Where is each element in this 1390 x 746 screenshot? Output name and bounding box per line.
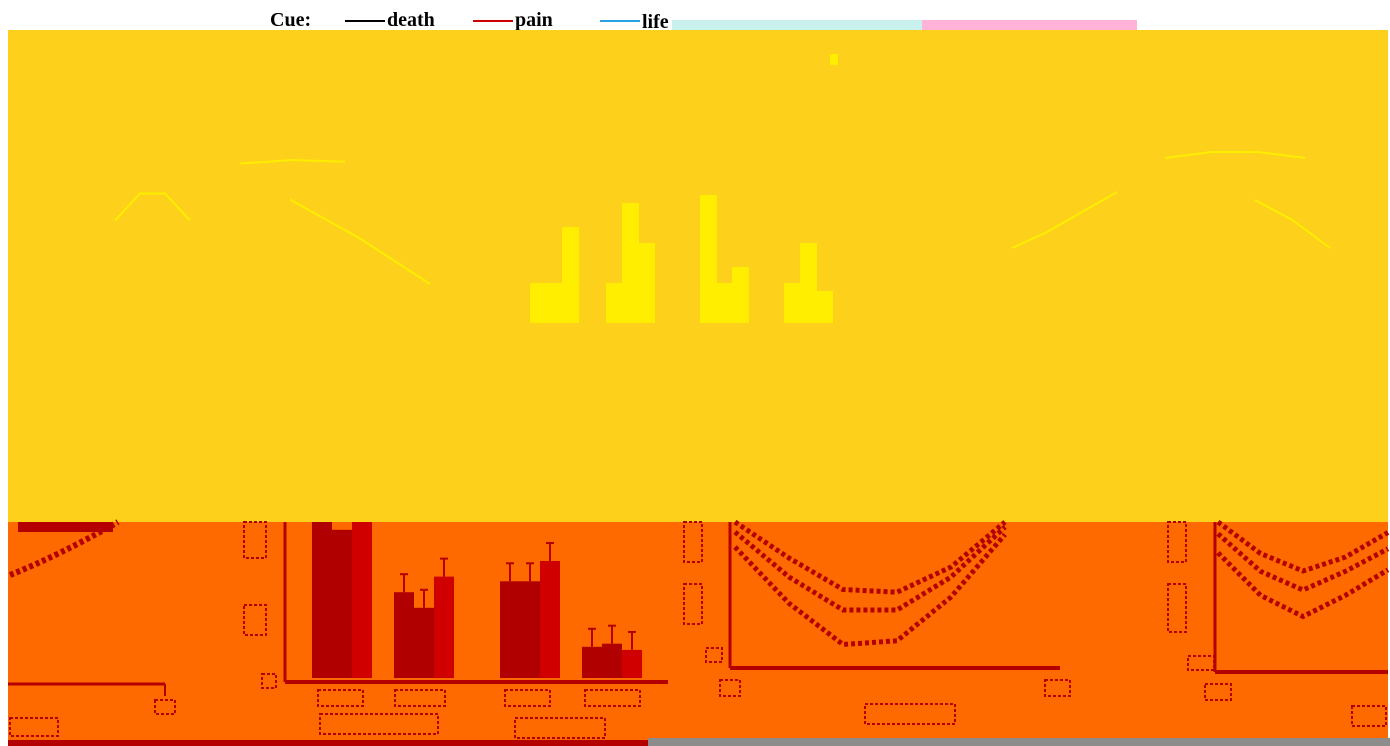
series-line bbox=[733, 532, 1007, 648]
upper-left-chart bbox=[114, 158, 431, 285]
bar bbox=[732, 267, 749, 323]
bar bbox=[394, 592, 414, 678]
lower-right-a-x-tick-label bbox=[1044, 679, 1071, 697]
bar bbox=[582, 646, 602, 678]
legend-label-life: life bbox=[642, 11, 669, 33]
legend-label-death: death bbox=[387, 9, 435, 31]
bar bbox=[562, 227, 579, 323]
lower-middle-x-tick-label bbox=[317, 689, 364, 707]
lower-panel-background bbox=[8, 522, 1388, 740]
lower-right-a-x-tick-label bbox=[719, 679, 741, 697]
lower-right-a-curves bbox=[733, 519, 1007, 648]
series-line bbox=[1254, 199, 1331, 249]
lower-middle-axis-title bbox=[514, 717, 606, 739]
lower-middle-chart bbox=[243, 521, 668, 739]
bar bbox=[520, 581, 540, 678]
lower-right-a-y-tick-label bbox=[705, 647, 723, 663]
bar bbox=[530, 283, 547, 323]
lower-right-b-axis-title bbox=[1351, 705, 1387, 727]
series-line bbox=[1216, 551, 1390, 620]
bar bbox=[816, 291, 833, 323]
lower-middle-x-tick-label bbox=[584, 689, 641, 707]
bar bbox=[312, 522, 332, 678]
series-line bbox=[114, 192, 191, 222]
bar bbox=[800, 243, 817, 323]
series-line bbox=[289, 198, 431, 285]
top-strip-cyan bbox=[672, 20, 922, 30]
bar bbox=[414, 607, 434, 678]
upper-right-chart bbox=[1011, 151, 1331, 249]
lower-right-b-y-tick-label bbox=[1167, 583, 1187, 633]
lower-middle-y-tick-label bbox=[243, 521, 267, 559]
lower-right-a-y-tick-label bbox=[683, 583, 703, 625]
bar bbox=[434, 576, 454, 678]
bar bbox=[784, 283, 801, 323]
bar bbox=[700, 195, 717, 323]
series-line bbox=[239, 158, 346, 165]
lower-right-b-y-tick-label bbox=[1187, 655, 1215, 671]
upper-middle-chart bbox=[530, 195, 833, 323]
bar bbox=[540, 561, 560, 678]
lower-panel-marker bbox=[548, 511, 566, 522]
lower-left-curve bbox=[8, 519, 120, 578]
lower-right-a-chart bbox=[683, 519, 1071, 725]
bottom-strip-red bbox=[8, 740, 648, 746]
bar bbox=[602, 643, 622, 678]
legend: Cue: death pain life bbox=[270, 9, 669, 33]
series-line bbox=[1216, 531, 1390, 593]
lower-middle-bars bbox=[312, 522, 642, 678]
bar bbox=[352, 522, 372, 678]
lower-middle-y-tick-label bbox=[243, 604, 267, 636]
bottom-strip-grey bbox=[648, 738, 1390, 746]
lower-right-b-chart bbox=[1167, 519, 1390, 727]
bar bbox=[622, 649, 642, 678]
lower-left-chart bbox=[8, 519, 176, 737]
lower-right-b-y-tick-label bbox=[1167, 521, 1187, 563]
lower-middle-x-tick-label bbox=[504, 689, 551, 707]
lower-right-a-axis-title bbox=[864, 703, 956, 725]
lower-middle-axis-title bbox=[319, 713, 439, 735]
bar bbox=[332, 529, 352, 678]
lower-left-axis-title bbox=[9, 717, 59, 737]
lower-left-tick-label bbox=[154, 699, 176, 715]
upper-panel-background bbox=[8, 30, 1388, 522]
series-line bbox=[1164, 151, 1306, 159]
legend-label-pain: pain bbox=[515, 9, 553, 31]
bar bbox=[716, 283, 733, 323]
lower-right-b-curves bbox=[1216, 519, 1390, 620]
series-line bbox=[733, 519, 1007, 595]
series-line bbox=[1011, 191, 1118, 249]
lower-left-bar-top bbox=[18, 522, 113, 532]
lower-right-a-y-tick-label bbox=[683, 521, 703, 563]
bar bbox=[500, 581, 520, 678]
bar bbox=[638, 243, 655, 323]
top-strip-pink bbox=[922, 20, 1137, 30]
upper-panel-marker bbox=[830, 54, 838, 65]
bar bbox=[546, 283, 563, 323]
lower-middle-y-tick-label bbox=[261, 673, 277, 689]
bar bbox=[606, 283, 623, 323]
lower-right-b-x-tick-label bbox=[1204, 683, 1232, 701]
series-line bbox=[1216, 519, 1390, 574]
series-line bbox=[733, 525, 1007, 613]
legend-title: Cue: bbox=[270, 9, 311, 31]
bar bbox=[622, 203, 639, 323]
lower-middle-x-tick-label bbox=[394, 689, 446, 707]
